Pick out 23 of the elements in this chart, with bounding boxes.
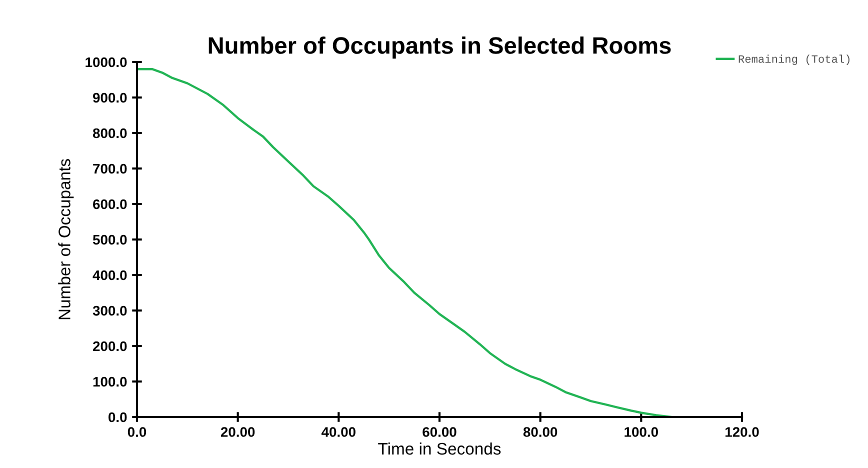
- y-tick-label: 200.0: [93, 341, 127, 352]
- y-tick-label: 900.0: [93, 92, 127, 103]
- y-tick-label: 300.0: [92, 306, 127, 316]
- x-tick-label: 80.00: [523, 427, 558, 437]
- y-tick-label: 400.0: [92, 270, 127, 280]
- x-tick-label: 120.0: [726, 427, 759, 437]
- y-tick-label: 800.0: [92, 128, 127, 138]
- y-axis-title: Number of Occupants: [58, 159, 74, 320]
- y-tick-label: 100.0: [93, 376, 127, 387]
- x-tick-label: 100.0: [624, 427, 658, 437]
- y-tick-label: 600.0: [93, 199, 127, 210]
- x-tick-label: 40.00: [322, 427, 356, 437]
- y-tick-label: 1000.0: [86, 57, 127, 68]
- x-axis-title: Time in Seconds: [378, 442, 501, 455]
- y-tick-label: 0.0: [108, 412, 127, 422]
- x-tick-label: 20.00: [220, 427, 255, 437]
- y-tick-label: 700.0: [93, 164, 127, 174]
- x-tick-label: 0.0: [128, 427, 146, 437]
- line-series: [137, 68, 673, 417]
- chart-title: Number of Occupants in Selected Rooms: [208, 36, 671, 59]
- x-tick-label: 60.00: [422, 427, 456, 437]
- legend-label: Remaining (Total): [738, 54, 850, 66]
- y-tick-label: 500.0: [92, 234, 127, 245]
